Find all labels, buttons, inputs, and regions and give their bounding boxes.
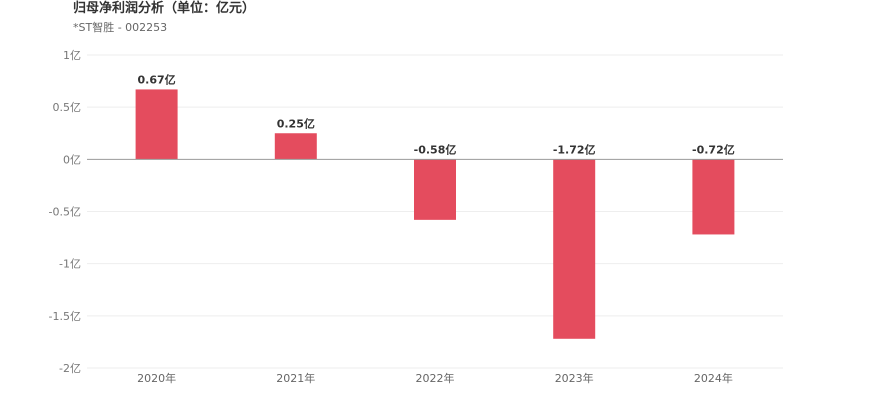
bar: [274, 133, 317, 160]
y-tick-label: -1亿: [59, 258, 81, 271]
data-label: -0.58亿: [414, 142, 457, 156]
y-tick-label: 0.5亿: [53, 101, 82, 114]
y-tick-label: -2亿: [59, 362, 81, 375]
data-label: -0.72亿: [692, 142, 735, 156]
x-tick-label: 2021年: [276, 371, 315, 385]
bar: [692, 159, 735, 235]
x-tick-label: 2024年: [694, 371, 733, 385]
x-tick-label: 2022年: [416, 371, 455, 385]
data-label: 0.67亿: [138, 72, 176, 86]
y-tick-label: 1亿: [63, 49, 81, 62]
bar: [135, 89, 178, 160]
x-tick-label: 2023年: [555, 371, 594, 385]
chart-title: 归母净利润分析（单位：亿元）: [73, 1, 256, 16]
bar: [414, 159, 456, 220]
data-label: -1.72亿: [553, 142, 596, 156]
bar: [553, 159, 596, 339]
y-tick-label: -1.5亿: [49, 310, 81, 323]
data-label: 0.25亿: [277, 116, 315, 130]
chart-subtitle: *ST智胜 - 002253: [73, 21, 168, 34]
y-tick-label: 0亿: [63, 153, 81, 166]
x-tick-label: 2020年: [137, 371, 176, 385]
y-tick-label: -0.5亿: [49, 206, 81, 219]
